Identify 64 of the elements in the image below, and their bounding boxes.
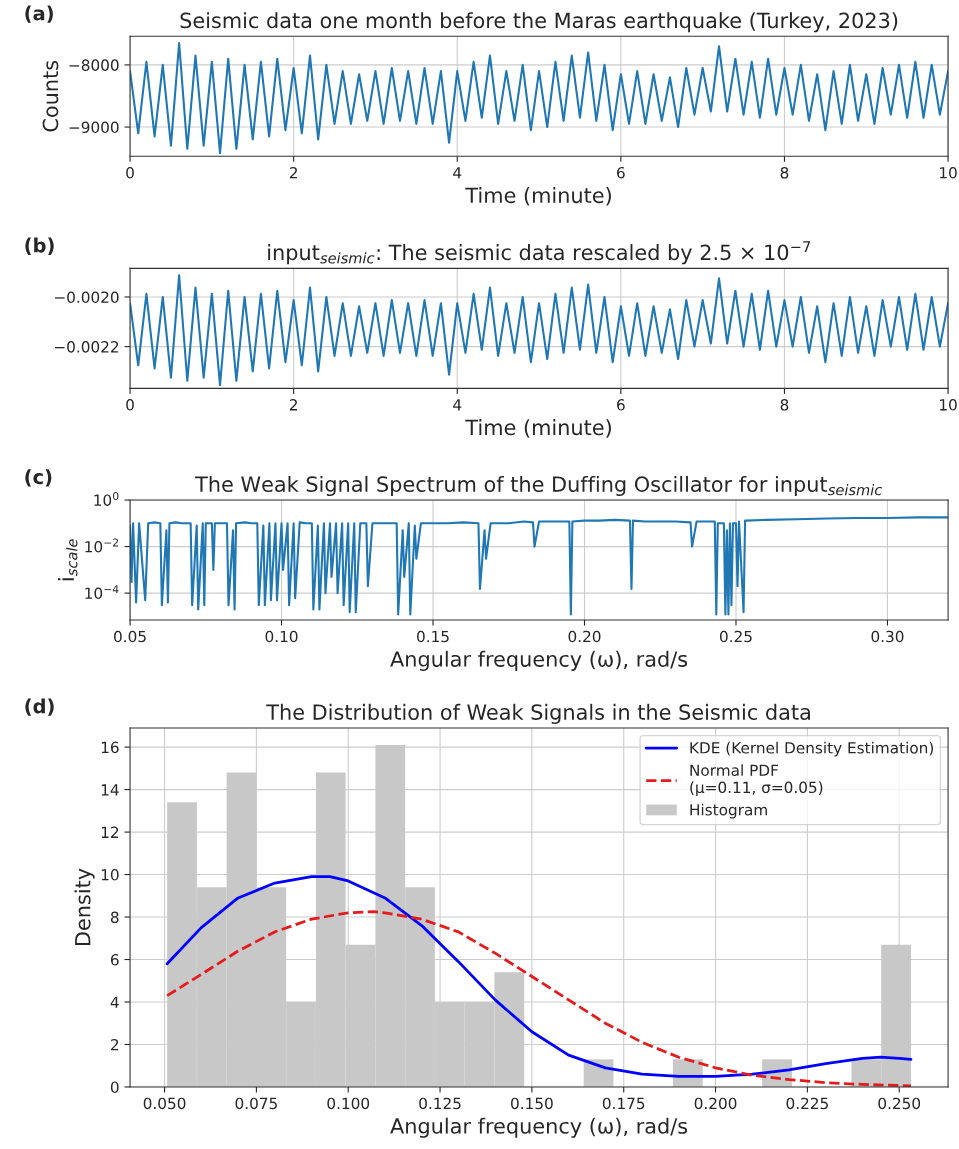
- x-tick-label: 4: [453, 167, 462, 179]
- x-tick-label: 0.05: [114, 630, 146, 643]
- y-tick-label: 10$^{−2}$: [85, 538, 118, 553]
- legend-label: Histogram: [690, 803, 767, 819]
- x-tick-label: 0.075: [235, 1097, 277, 1110]
- y-tick-label: 10$^{−4}$: [85, 585, 119, 600]
- legend-label: Normal PDF (μ=0.11, σ=0.05): [690, 764, 823, 797]
- x-tick-label: 0.225: [786, 1097, 828, 1110]
- text: (a): [25, 5, 53, 23]
- x-tick-label: 2: [289, 399, 297, 411]
- text: (d): [25, 698, 54, 716]
- x-tick-label: 10: [940, 399, 957, 411]
- x-tick-label: 8: [780, 166, 789, 179]
- y-tick-label: −9000: [69, 121, 119, 134]
- line-series: [165, 910, 913, 1087]
- y-axis-title: i$_{scale}$: [58, 539, 78, 581]
- y-tick-label: 16: [101, 741, 119, 754]
- x-tick-label: 0.20: [568, 630, 601, 643]
- x-axis-title: Time (minute): [465, 187, 611, 206]
- y-tick-label: 10: [101, 869, 119, 881]
- x-tick-label: 6: [617, 166, 625, 179]
- y-axis-title: Density: [74, 868, 95, 946]
- line-series: [130, 516, 949, 616]
- x-tick-label: 0.125: [419, 1097, 461, 1110]
- x-tick-label: 10: [940, 166, 957, 179]
- x-tick-label: 0.10: [265, 630, 298, 643]
- y-tick-label: 6: [110, 953, 119, 966]
- x-tick-label: 0: [126, 399, 134, 411]
- x-tick-label: 0.200: [694, 1097, 737, 1110]
- y-tick-label: −0.0022: [54, 341, 119, 353]
- y-tick-label: −0.0020: [54, 291, 119, 303]
- x-tick-label: 0: [126, 166, 134, 179]
- x-tick-label: 2: [289, 166, 297, 179]
- x-tick-label: 0.100: [327, 1097, 370, 1110]
- line-series: [165, 875, 913, 1078]
- y-tick-label: 8: [110, 911, 119, 924]
- x-tick-label: 0.30: [871, 630, 904, 643]
- x-tick-label: 6: [617, 399, 625, 411]
- y-tick-label: 4: [110, 996, 119, 1008]
- x-tick-label: 8: [780, 399, 789, 411]
- chart-title: The Distribution of Weak Signals in the Seismic data: [266, 703, 810, 725]
- text: (b): [25, 237, 54, 255]
- x-axis-title: Time (minute): [465, 419, 611, 438]
- chart-title: The Weak Signal Spectrum of the Duffing Oscillator for input$_{seismic}$: [195, 475, 883, 497]
- x-tick-label: 0.050: [143, 1097, 186, 1110]
- x-axis-title: Angular frequency (ω), rad/s: [390, 1117, 688, 1138]
- y-tick-label: 2: [111, 1038, 119, 1051]
- x-tick-label: 4: [453, 399, 462, 411]
- y-axis-title: Counts: [42, 60, 59, 132]
- y-tick-label: 12: [101, 826, 119, 838]
- y-tick-label: −8000: [69, 59, 119, 71]
- chart-title: input$_{seismic}$: The seismic data rescaled by 2.5 × 10$^{−7}$: [268, 241, 810, 265]
- text: (c): [25, 469, 52, 487]
- x-tick-label: 0.175: [602, 1097, 645, 1110]
- x-axis-title: Angular frequency (ω), rad/s: [390, 650, 688, 671]
- x-tick-label: 0.25: [719, 630, 752, 643]
- y-tick-label: 0: [110, 1081, 119, 1093]
- x-tick-label: 0.150: [511, 1097, 553, 1110]
- y-tick-label: 10$^{0}$: [94, 491, 119, 506]
- legend-label: KDE (Kernel Density Estimation): [690, 741, 934, 757]
- x-tick-label: 0.15: [417, 630, 449, 643]
- x-tick-label: 0.250: [878, 1097, 921, 1110]
- y-tick-label: 14: [101, 784, 119, 796]
- chart-title: Seismic data one month before the Maras earthquake (Turkey, 2023): [180, 12, 898, 33]
